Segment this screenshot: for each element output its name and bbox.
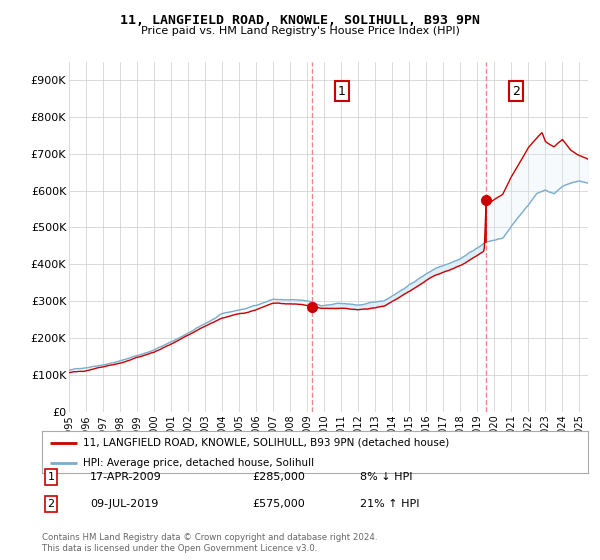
Text: 2: 2 bbox=[512, 85, 520, 97]
Text: £575,000: £575,000 bbox=[252, 499, 305, 509]
Text: Price paid vs. HM Land Registry's House Price Index (HPI): Price paid vs. HM Land Registry's House … bbox=[140, 26, 460, 36]
Text: 21% ↑ HPI: 21% ↑ HPI bbox=[360, 499, 419, 509]
Text: 1: 1 bbox=[338, 85, 346, 97]
Text: 11, LANGFIELD ROAD, KNOWLE, SOLIHULL, B93 9PN: 11, LANGFIELD ROAD, KNOWLE, SOLIHULL, B9… bbox=[120, 14, 480, 27]
Text: 17-APR-2009: 17-APR-2009 bbox=[90, 472, 162, 482]
Text: 09-JUL-2019: 09-JUL-2019 bbox=[90, 499, 158, 509]
Text: £285,000: £285,000 bbox=[252, 472, 305, 482]
Text: HPI: Average price, detached house, Solihull: HPI: Average price, detached house, Soli… bbox=[83, 458, 314, 468]
Text: 11, LANGFIELD ROAD, KNOWLE, SOLIHULL, B93 9PN (detached house): 11, LANGFIELD ROAD, KNOWLE, SOLIHULL, B9… bbox=[83, 437, 449, 447]
Text: 8% ↓ HPI: 8% ↓ HPI bbox=[360, 472, 413, 482]
Text: Contains HM Land Registry data © Crown copyright and database right 2024.
This d: Contains HM Land Registry data © Crown c… bbox=[42, 533, 377, 553]
Text: 1: 1 bbox=[47, 472, 55, 482]
Text: 2: 2 bbox=[47, 499, 55, 509]
